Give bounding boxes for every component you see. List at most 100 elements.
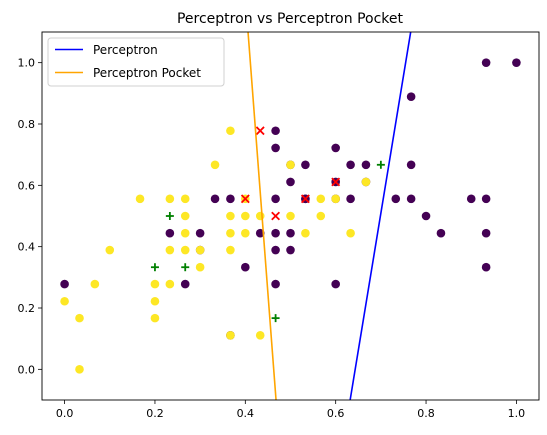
purple-point (481, 58, 491, 67)
y-tick-label: 0.2 (18, 302, 36, 315)
yellow-point (346, 228, 355, 238)
red-x-marker (300, 194, 310, 204)
perceptron-pocket-line (247, 32, 277, 400)
purple-point (271, 245, 280, 255)
yellow-point (286, 160, 295, 170)
purple-point (481, 194, 491, 204)
red-x-stroke (240, 194, 250, 204)
purple-point (331, 143, 340, 153)
yellow-point (316, 211, 326, 221)
yellow-point (105, 245, 115, 255)
yellow-point (165, 279, 175, 289)
yellow-point (255, 330, 265, 340)
red-x-marker (255, 126, 265, 136)
y-tick-label: 0.0 (18, 363, 36, 376)
purple-point (512, 58, 521, 67)
x-tick-label: 0.0 (56, 407, 74, 420)
y-tick-label: 1.0 (18, 57, 36, 70)
purple-point (436, 228, 446, 238)
purple-point (346, 194, 355, 204)
legend-pocket-label: Perceptron Pocket (93, 66, 201, 80)
purple-point (286, 245, 295, 255)
yellow-point (195, 262, 205, 272)
red-x-marker (240, 194, 250, 204)
yellow-point (241, 228, 250, 238)
purple-point (210, 194, 220, 204)
yellow-point (180, 211, 190, 221)
x-tick-label: 0.4 (237, 407, 255, 420)
axis-ticks-layer: 0.0 0.2 0.4 0.6 0.8 1.0 0.0 0.2 0.4 0.6 0.8 1.0 (18, 57, 526, 420)
yellow-point (75, 313, 84, 323)
purple-point (286, 228, 295, 238)
x-tick-label: 0.6 (327, 407, 345, 420)
purple-point (165, 228, 175, 238)
purple-point (406, 160, 416, 170)
purple-point (481, 262, 491, 272)
purple-point (361, 160, 371, 170)
yellow-point (150, 279, 160, 289)
purple-point (286, 177, 295, 187)
green-plus-marker (376, 160, 385, 169)
plot-frame (41, 31, 540, 401)
purple-point (195, 228, 205, 238)
green-plus-marker (271, 314, 280, 323)
purple-point (406, 92, 416, 102)
yellow-point (331, 194, 340, 204)
legend-perceptron-label: Perceptron (93, 43, 158, 57)
yellow-point (301, 228, 310, 238)
green-plus-marker (181, 263, 190, 272)
purple-point (60, 279, 69, 289)
perceptron-line (349, 32, 412, 400)
red-x-stroke (271, 211, 281, 221)
yellow-point (286, 211, 295, 221)
plot-data-layer (60, 32, 521, 400)
purple-point (346, 160, 355, 170)
yellow-point (210, 160, 220, 170)
y-tick-label: 0.8 (18, 118, 36, 131)
yellow-point (226, 126, 235, 136)
red-x-stroke (331, 177, 341, 187)
purple-point (271, 143, 280, 153)
purple-point (241, 262, 250, 272)
yellow-point (255, 211, 265, 221)
yellow-point (180, 245, 190, 255)
yellow-point (361, 177, 371, 187)
yellow-point (316, 194, 326, 204)
red-x-stroke (255, 126, 265, 136)
purple-point (271, 279, 280, 289)
yellow-point (150, 313, 160, 323)
yellow-point (150, 296, 160, 306)
purple-point (391, 194, 401, 204)
legend-box (47, 37, 225, 87)
green-plus-marker (150, 263, 159, 272)
purple-point (180, 279, 190, 289)
red-x-marker (331, 177, 341, 187)
purple-point (466, 194, 476, 204)
purple-point (406, 194, 416, 204)
yellow-point (241, 211, 250, 221)
chart-title: Perceptron vs Perceptron Pocket (177, 11, 404, 27)
yellow-point (180, 228, 190, 238)
yellow-point (195, 245, 205, 255)
y-tick-label: 0.4 (18, 241, 36, 254)
green-plus-marker (165, 212, 174, 220)
legend: Perceptron Perceptron Pocket (47, 37, 225, 87)
yellow-point (226, 245, 235, 255)
purple-point (481, 228, 491, 238)
yellow-point (135, 194, 145, 204)
yellow-point (75, 365, 84, 374)
purple-point (271, 228, 280, 238)
yellow-point (226, 211, 235, 221)
x-tick-label: 1.0 (508, 407, 526, 420)
purple-point (331, 279, 340, 289)
purple-point (271, 126, 280, 136)
yellow-point (180, 194, 190, 204)
yellow-point (90, 279, 100, 289)
yellow-point (60, 296, 69, 306)
purple-point (301, 160, 310, 170)
yellow-point (226, 228, 235, 238)
purple-point (271, 194, 280, 204)
red-x-stroke (300, 194, 310, 204)
x-tick-label: 0.8 (417, 407, 435, 420)
